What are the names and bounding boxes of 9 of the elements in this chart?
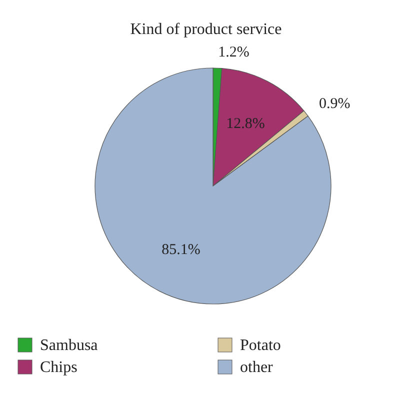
data-label: 85.1% [162, 242, 200, 258]
legend-label: Chips [40, 359, 78, 376]
data-label: 0.9% [319, 96, 350, 112]
legend-label: Potato [240, 337, 281, 354]
legend-label: other [240, 359, 274, 376]
data-label: 12.8% [226, 116, 265, 132]
chart-title: Kind of product service [130, 21, 282, 38]
data-label: 1.2% [218, 44, 250, 61]
legend-label: Sambusa [40, 337, 98, 354]
